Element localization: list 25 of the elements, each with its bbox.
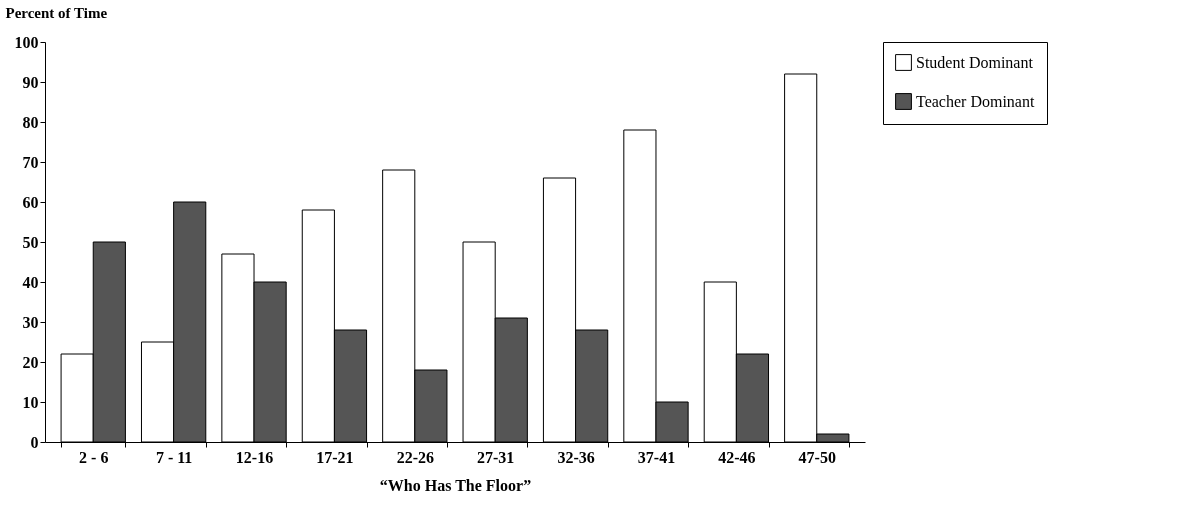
x-tick-label: 7 - 11	[155, 448, 193, 466]
x-axis-title: “Who Has The Floor”	[379, 476, 532, 494]
y-tick-label: 30	[22, 313, 39, 331]
y-tick-label: 10	[22, 393, 39, 411]
legend-label: Student Dominant	[916, 53, 1034, 71]
x-tick-label: 27-31	[477, 448, 515, 466]
x-tick-label: 42-46	[718, 448, 756, 466]
y-tick-label: 100	[14, 33, 39, 51]
y-tick-label: 60	[22, 193, 39, 211]
y-tick-label: 0	[30, 433, 39, 451]
y-tick-label: 50	[22, 233, 39, 251]
y-tick-label: 70	[22, 153, 39, 171]
y-tick-label: 20	[22, 353, 39, 371]
x-tick-label: 22-26	[396, 448, 434, 466]
y-tick-label: 80	[22, 113, 39, 131]
x-tick-label: 47-50	[798, 448, 836, 466]
legend-label: Teacher Dominant	[916, 92, 1035, 110]
y-tick-label: 40	[22, 273, 39, 291]
x-tick-label: 2 - 6	[79, 448, 109, 466]
x-tick-label: 37-41	[637, 448, 676, 466]
x-tick-label: 32-36	[557, 448, 595, 466]
x-tick-label: 17-21	[316, 448, 354, 466]
x-tick-label: 12-16	[235, 448, 274, 466]
y-axis-title: Percent of Time	[5, 4, 108, 21]
y-tick-label: 90	[22, 73, 39, 91]
